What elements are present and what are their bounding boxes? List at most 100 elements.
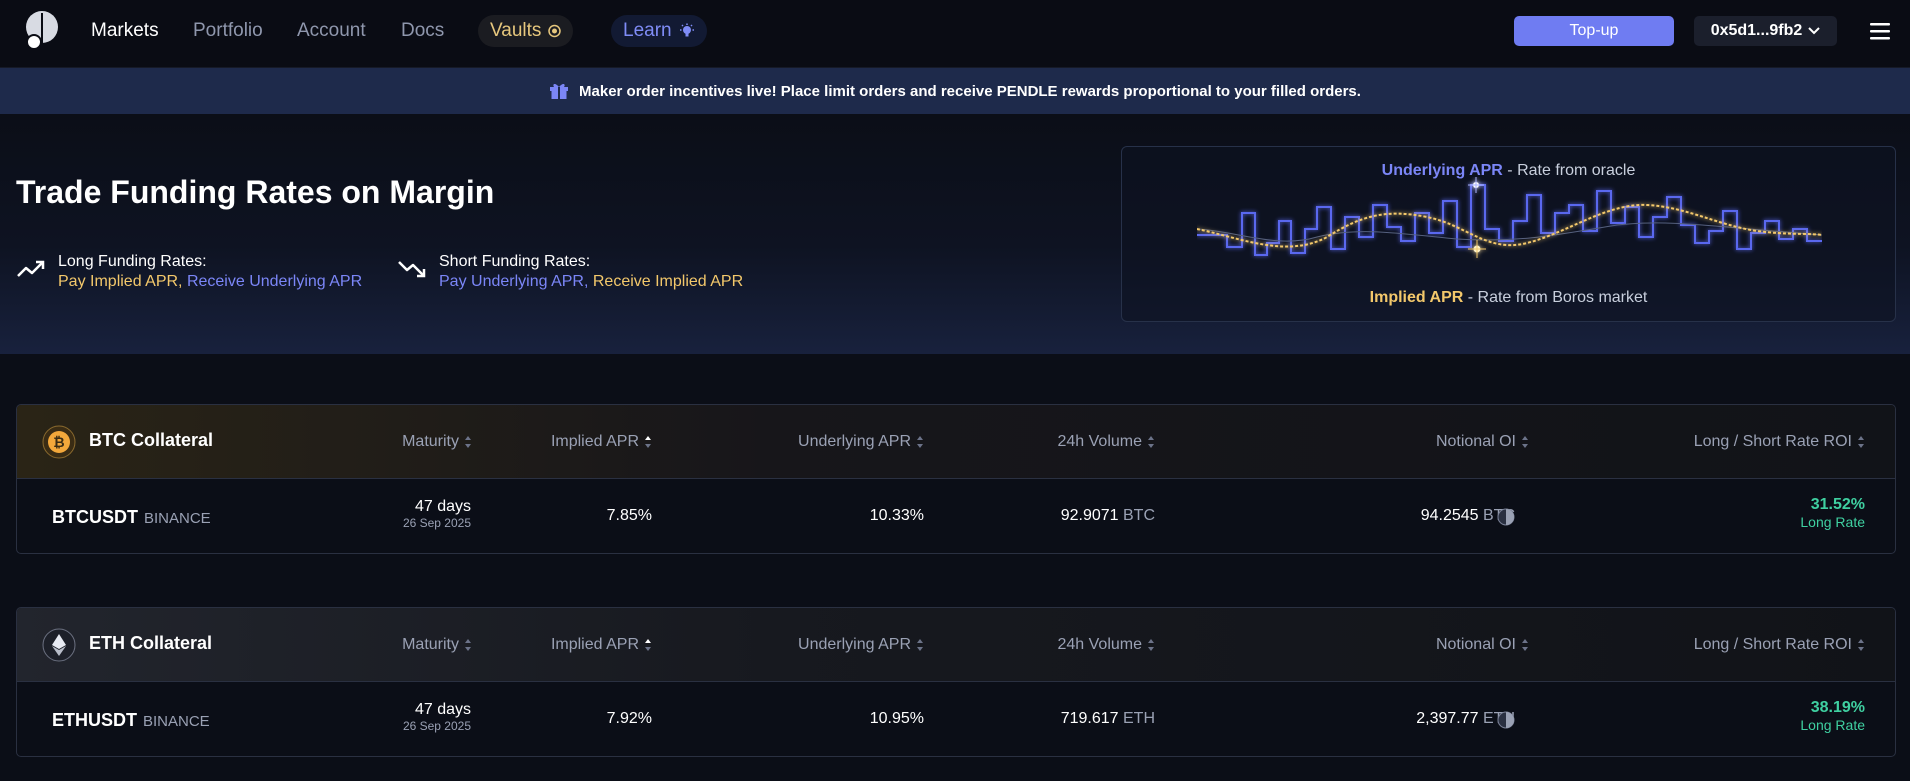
col-24h-volume[interactable]: 24h Volume <box>1057 636 1155 654</box>
col-notional-oi-label: Notional OI <box>1435 636 1516 653</box>
nav-portfolio[interactable]: Portfolio <box>193 20 263 41</box>
col-long-short-roi[interactable]: Long / Short Rate ROI <box>1694 636 1865 654</box>
nav-docs[interactable]: Docs <box>401 20 445 41</box>
symbol-text: BTCUSDT <box>52 507 138 527</box>
underlying-apr-caption: Underlying APR - Rate from oracle <box>1122 162 1895 180</box>
sort-icon <box>465 639 471 651</box>
shield-icon <box>548 24 562 38</box>
maturity-days: 47 days <box>414 701 471 718</box>
implied-apr-title: Implied APR <box>1369 289 1464 306</box>
table-row[interactable]: BTCUSDT BINANCE 47 days 26 Sep 2025 7.85%… <box>17 480 1895 553</box>
maturity-days: 47 days <box>414 498 471 515</box>
maturity-date: 26 Sep 2025 <box>402 516 471 530</box>
apr-illustration-card: Underlying APR - Rate from oracle <box>1121 146 1896 322</box>
col-underlying-apr-label: Underlying APR <box>798 433 911 450</box>
maturity-cell: 47 days 26 Sep 2025 <box>403 701 471 733</box>
volume-value: 92.9071 <box>1060 507 1119 524</box>
underlying-apr-thin-line <box>1197 222 1822 242</box>
col-notional-oi[interactable]: Notional OI <box>1436 433 1529 451</box>
col-underlying-apr[interactable]: Underlying APR <box>798 636 924 654</box>
underlying-apr-star-icon <box>1468 177 1484 193</box>
implied-apr-desc: Rate from Boros market <box>1477 289 1648 306</box>
table-row[interactable]: ETHUSDT BINANCE 47 days 26 Sep 2025 7.92%… <box>17 683 1895 756</box>
col-implied-apr[interactable]: Implied APR <box>551 433 652 451</box>
sort-icon <box>1148 436 1154 448</box>
roi-value: 31.52% <box>1810 496 1865 513</box>
trend-up-icon <box>17 260 45 277</box>
ethereum-icon <box>42 628 76 662</box>
eth-market-table: ETH Collateral Maturity Implied APR Unde… <box>16 607 1896 757</box>
table-header: ₿ BTC Collateral Maturity Implied APR Un… <box>17 405 1895 479</box>
long-rates-label: Long Funding Rates: <box>58 253 207 270</box>
col-underlying-apr[interactable]: Underlying APR <box>798 433 924 451</box>
sort-asc-icon <box>645 639 651 651</box>
volume-unit: BTC <box>1123 507 1155 524</box>
implied-apr-sep: - <box>1463 289 1478 306</box>
nav-markets[interactable]: Markets <box>91 20 159 41</box>
long-pay-text: Pay Implied APR, <box>58 273 183 290</box>
col-long-short-roi-label: Long / Short Rate ROI <box>1693 433 1852 450</box>
roi-value: 38.19% <box>1810 699 1865 716</box>
incentives-banner: Maker order incentives live! Place limit… <box>0 68 1910 114</box>
long-rates-desc: Pay Implied APR, Receive Underlying APR <box>58 272 362 292</box>
col-maturity[interactable]: Maturity <box>402 636 472 654</box>
roi-cell: 38.19% Long Rate <box>1800 699 1865 733</box>
sort-icon <box>1522 639 1528 651</box>
short-rates-info: Short Funding Rates: Pay Underlying APR,… <box>397 252 743 292</box>
nav-account[interactable]: Account <box>297 20 366 41</box>
learn-label: Learn <box>623 20 672 41</box>
sort-icon <box>1858 639 1864 651</box>
underlying-apr-title: Underlying APR <box>1381 162 1503 179</box>
roi-label: Long Rate <box>1800 514 1865 530</box>
col-long-short-roi[interactable]: Long / Short Rate ROI <box>1694 433 1865 451</box>
notional-value: 2,397.77 <box>1416 710 1479 727</box>
sort-asc-icon <box>645 436 651 448</box>
nav-vaults[interactable]: Vaults <box>478 15 574 47</box>
hamburger-menu-icon[interactable] <box>1869 20 1891 42</box>
maturity-date: 26 Sep 2025 <box>402 719 471 733</box>
wallet-button[interactable]: 0x5d1...9fb2 <box>1694 16 1837 46</box>
col-maturity[interactable]: Maturity <box>402 433 472 451</box>
underlying-apr-step-line <box>1197 184 1822 256</box>
implied-apr-value: 7.92% <box>606 710 652 727</box>
col-notional-oi[interactable]: Notional OI <box>1436 636 1529 654</box>
apr-illustration-graphic <box>1197 177 1822 258</box>
svg-text:₿: ₿ <box>53 435 64 451</box>
col-implied-apr-label: Implied APR <box>550 636 639 653</box>
hero-section: Trade Funding Rates on Margin Long Fundi… <box>0 114 1910 354</box>
col-maturity-label: Maturity <box>402 433 459 450</box>
collateral-name: BTC Collateral <box>89 430 214 450</box>
bitcoin-icon: ₿ <box>42 425 76 459</box>
oi-cap-indicator-icon[interactable] <box>1497 508 1515 526</box>
col-long-short-roi-label: Long / Short Rate ROI <box>1693 636 1852 653</box>
long-receive-text: Receive Underlying APR <box>186 273 363 290</box>
trend-down-icon <box>398 261 426 278</box>
col-maturity-label: Maturity <box>402 636 459 653</box>
sort-icon <box>917 639 923 651</box>
volume-unit: ETH <box>1123 710 1155 727</box>
symbol-text: ETHUSDT <box>52 710 137 730</box>
nav-learn[interactable]: Learn <box>611 15 707 47</box>
sort-icon <box>465 436 471 448</box>
maturity-cell: 47 days 26 Sep 2025 <box>403 498 471 530</box>
topup-button[interactable]: Top-up <box>1514 16 1674 46</box>
boros-logo-icon[interactable] <box>24 9 60 51</box>
oi-cap-indicator-icon[interactable] <box>1497 711 1515 729</box>
notional-value: 94.2545 <box>1420 507 1479 524</box>
roi-cell: 31.52% Long Rate <box>1800 496 1865 530</box>
short-receive-text: Receive Implied APR <box>592 273 744 290</box>
banner-text: Maker order incentives live! Place limit… <box>579 82 1361 100</box>
roi-label: Long Rate <box>1800 717 1865 733</box>
vaults-label: Vaults <box>490 20 542 41</box>
implied-apr-star-icon <box>1468 240 1486 258</box>
exchange-label: BINANCE <box>143 713 210 730</box>
long-rates-info: Long Funding Rates: Pay Implied APR, Rec… <box>16 252 362 292</box>
col-implied-apr[interactable]: Implied APR <box>551 636 652 654</box>
volume-cell: 719.617 ETH <box>1061 710 1155 728</box>
underlying-apr-value: 10.95% <box>869 710 924 727</box>
short-pay-text: Pay Underlying APR, <box>439 273 589 290</box>
col-24h-volume[interactable]: 24h Volume <box>1057 433 1155 451</box>
volume-value: 719.617 <box>1060 710 1119 727</box>
col-notional-oi-label: Notional OI <box>1435 433 1516 450</box>
col-24h-volume-label: 24h Volume <box>1057 636 1142 653</box>
